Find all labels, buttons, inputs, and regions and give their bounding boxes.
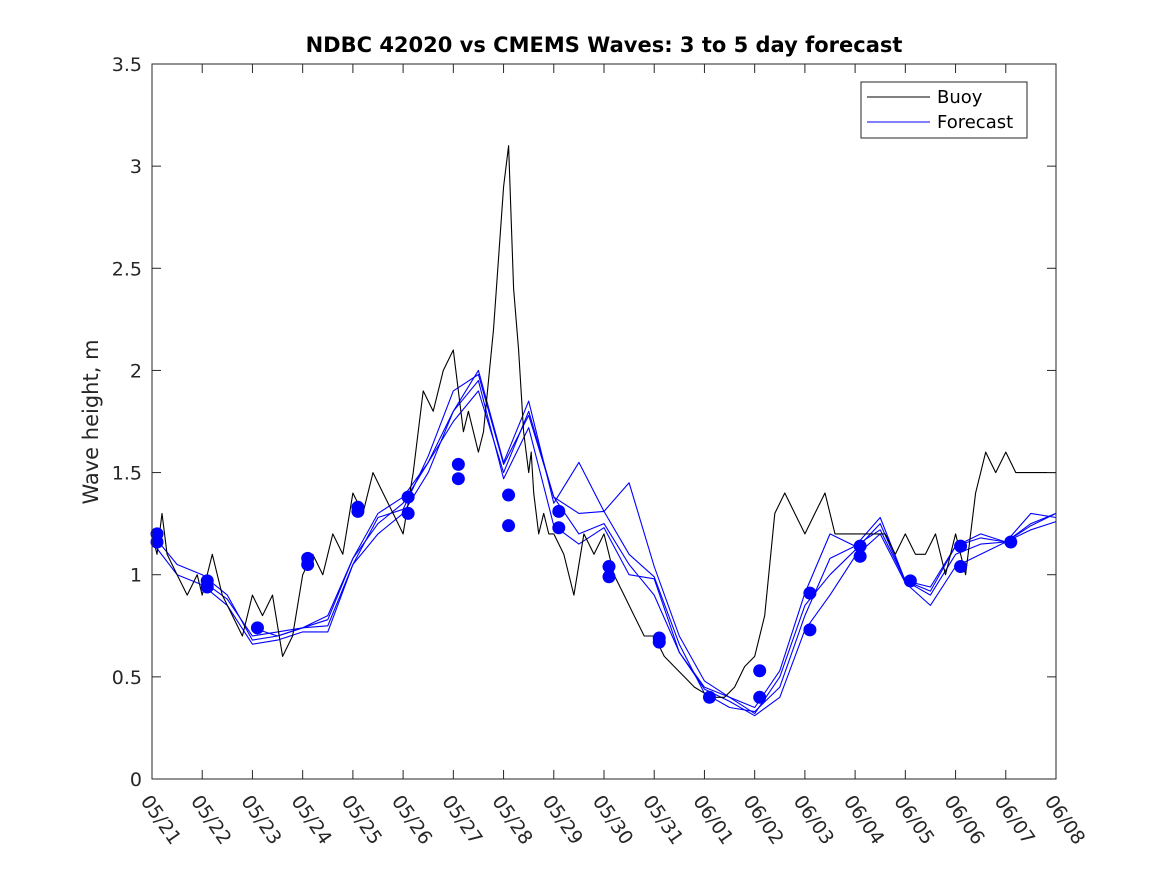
forecast-marker — [451, 457, 465, 471]
forecast-marker — [702, 690, 716, 704]
forecast-marker — [351, 504, 365, 518]
markers-layer — [150, 457, 1018, 704]
y-tick-label: 2 — [130, 360, 142, 382]
forecast-marker — [552, 521, 566, 535]
y-axis-label: Wave height, m — [79, 339, 103, 504]
forecast-marker — [602, 560, 616, 574]
forecast-marker — [200, 580, 214, 594]
forecast-marker — [853, 539, 867, 553]
chart-title: NDBC 42020 vs CMEMS Waves: 3 to 5 day fo… — [306, 33, 903, 57]
plot-area — [152, 64, 1056, 779]
y-tick-label: 0.5 — [112, 667, 142, 689]
legend-box — [860, 81, 1028, 139]
y-tick-label: 3 — [130, 156, 142, 178]
legend: Buoy Forecast — [860, 81, 1028, 139]
forecast-marker — [803, 623, 817, 637]
forecast-line — [252, 373, 1057, 713]
y-axis: 0 0.5 1 1.5 2 2.5 3 3.5 — [112, 54, 1056, 791]
forecast-marker — [301, 558, 315, 571]
y-tick-label: 1 — [130, 565, 142, 587]
legend-forecast-label: Forecast — [937, 112, 1013, 133]
forecast-marker — [954, 539, 968, 553]
y-tick-label: 1.5 — [112, 463, 142, 485]
forecast-marker — [1004, 535, 1018, 549]
forecast-marker — [602, 570, 616, 584]
forecast-marker — [753, 690, 767, 704]
forecast-marker — [954, 560, 968, 574]
forecast-marker — [903, 574, 917, 588]
forecast-marker — [753, 664, 767, 678]
forecast-marker — [502, 488, 516, 502]
buoy-line — [151, 145, 1056, 698]
forecast-marker — [652, 635, 666, 649]
y-tick-label: 3.5 — [112, 54, 142, 76]
forecast-marker — [451, 472, 465, 486]
forecast-marker — [401, 490, 415, 504]
y-tick-label: 2.5 — [112, 258, 142, 280]
forecast-marker — [502, 519, 516, 533]
forecast-marker — [150, 535, 164, 549]
forecast-marker — [401, 506, 415, 520]
forecast-marker — [803, 586, 817, 600]
legend-buoy-label: Buoy — [937, 87, 983, 108]
forecast-marker — [853, 549, 867, 563]
forecast-marker — [552, 504, 566, 518]
forecast-marker — [250, 621, 264, 635]
y-tick-label: 0 — [130, 769, 142, 791]
